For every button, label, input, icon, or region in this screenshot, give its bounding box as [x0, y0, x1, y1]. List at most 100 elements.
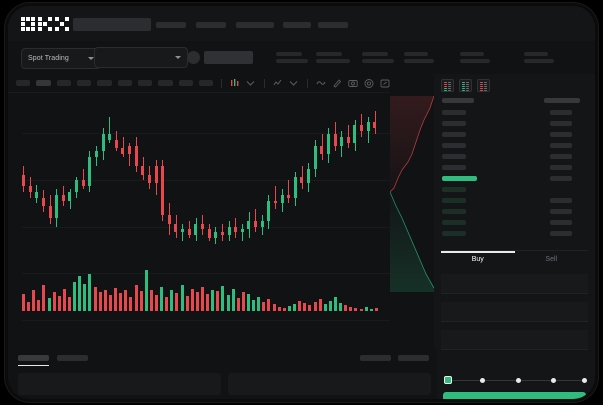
pair-select[interactable] — [94, 47, 188, 68]
candle-body — [346, 136, 350, 143]
candlestick-chart[interactable] — [8, 92, 390, 351]
timeframe-button-1[interactable] — [16, 80, 31, 86]
orderbook-mode-both-icon[interactable] — [441, 79, 454, 92]
timeframe-button-9[interactable] — [178, 80, 194, 86]
timeframe-button-6[interactable] — [117, 80, 133, 86]
settings-icon[interactable] — [364, 78, 374, 89]
orderbook-list[interactable] — [434, 96, 595, 248]
orderbook-bid-amount[interactable] — [550, 198, 572, 203]
volume-bar — [359, 308, 363, 311]
order-side-tabs: Buy Sell — [441, 250, 588, 273]
pair-name — [204, 51, 253, 64]
chevron-down-icon[interactable] — [246, 78, 256, 89]
timeframe-button-10[interactable] — [199, 80, 214, 86]
timeframe-button-8[interactable] — [158, 80, 173, 86]
bottom-action-1[interactable] — [360, 355, 391, 361]
orderbook-last-price[interactable] — [442, 176, 477, 181]
tab-open-orders[interactable] — [18, 355, 49, 361]
amount-slider[interactable] — [444, 376, 587, 385]
stat-extra-1 — [460, 52, 490, 63]
orderbook-ask-amount[interactable] — [550, 132, 572, 137]
orderbook-ask-price[interactable] — [442, 165, 466, 170]
orderbook-ask-price[interactable] — [442, 154, 466, 159]
timeframe-button-2[interactable] — [36, 80, 51, 86]
orderbook-bid-price[interactable] — [442, 198, 466, 203]
chart-gridline — [22, 133, 390, 135]
volume-bar — [47, 297, 51, 311]
camera-icon[interactable] — [348, 78, 358, 89]
candle-wick — [182, 223, 184, 241]
candle-body — [320, 145, 324, 155]
volume-bar — [73, 282, 77, 311]
slider-stop-100[interactable] — [582, 377, 587, 383]
orderbook-bid-price[interactable] — [442, 187, 466, 192]
nav-item-2[interactable] — [196, 22, 226, 28]
orderbook-bid-amount[interactable] — [550, 231, 572, 236]
orderbook-ask-price[interactable] — [442, 143, 466, 148]
top-navigation-bar — [8, 6, 595, 41]
orderbook-ask-amount[interactable] — [550, 143, 572, 148]
orderbook-bid-amount[interactable] — [550, 209, 572, 214]
volume-bar — [374, 308, 378, 311]
nav-item-1[interactable] — [156, 22, 186, 28]
slider-handle[interactable] — [444, 376, 452, 384]
volume-bar — [129, 297, 133, 311]
slider-stop-25[interactable] — [479, 377, 485, 383]
slider-stop-50[interactable] — [515, 377, 521, 383]
timeframe-button-3[interactable] — [56, 80, 72, 86]
nav-item-5[interactable] — [318, 22, 348, 28]
nav-item-3[interactable] — [236, 22, 274, 28]
orderbook-bid-price[interactable] — [442, 209, 466, 214]
place-buy-order-button[interactable] — [443, 392, 586, 399]
orderbook-ask-price[interactable] — [442, 110, 466, 115]
tab-sell[interactable]: Sell — [545, 256, 558, 263]
orderbook-ask-price[interactable] — [442, 132, 466, 137]
bottom-panel-right[interactable] — [228, 373, 431, 395]
orderbook-ask-amount[interactable] — [550, 154, 572, 159]
volume-bar — [257, 297, 261, 311]
orderbook-bid-price[interactable] — [442, 220, 466, 225]
chevron-down-icon[interactable] — [289, 78, 299, 89]
orderbook-ask-amount[interactable] — [550, 165, 572, 170]
timeframe-button-7[interactable] — [138, 80, 153, 86]
fullscreen-icon[interactable] — [380, 78, 390, 89]
orderbook-ask-amount[interactable] — [550, 110, 572, 115]
timeframe-button-5[interactable] — [97, 80, 112, 86]
bottom-panel-left[interactable] — [18, 373, 221, 395]
orderbook-mode-bids-icon[interactable] — [459, 79, 472, 92]
orderbook-ask-amount[interactable] — [550, 121, 572, 126]
slider-stop-75[interactable] — [551, 377, 557, 383]
orderbook-mode-asks-icon[interactable] — [477, 79, 490, 92]
line-tool-icon[interactable] — [316, 78, 326, 89]
candle-body — [313, 145, 317, 169]
volume-bar — [221, 285, 225, 311]
total-field[interactable] — [441, 330, 588, 350]
chart-type-icon[interactable] — [230, 78, 240, 89]
indicator-icon[interactable] — [273, 78, 283, 89]
nav-item-4[interactable] — [283, 22, 311, 28]
volume-bar — [78, 276, 82, 311]
tab-buy[interactable]: Buy — [471, 256, 484, 263]
candle-body — [247, 220, 251, 230]
search-input[interactable] — [73, 18, 151, 31]
amount-field[interactable] — [441, 302, 588, 322]
orderbook-bid-price[interactable] — [442, 231, 466, 236]
okx-logo[interactable] — [21, 17, 69, 31]
orderbook-bid-amount[interactable] — [550, 220, 572, 225]
volume-bar — [308, 305, 312, 311]
market-type-select[interactable]: Spot Trading — [21, 48, 101, 69]
candle-body — [68, 191, 72, 201]
volume-bar — [328, 300, 332, 311]
tab-order-history[interactable] — [57, 355, 88, 361]
candle-body — [366, 122, 370, 132]
orders-tabs — [18, 355, 88, 361]
orderbook-ask-price[interactable] — [442, 121, 466, 126]
volume-bar — [349, 307, 353, 311]
timeframe-button-4[interactable] — [77, 80, 92, 86]
bottom-action-2[interactable] — [398, 355, 429, 361]
volume-bar — [22, 294, 25, 311]
market-type-label: Spot Trading — [28, 55, 69, 62]
pencil-icon[interactable] — [332, 78, 342, 89]
candle-body — [240, 229, 244, 233]
price-field[interactable] — [441, 274, 588, 294]
